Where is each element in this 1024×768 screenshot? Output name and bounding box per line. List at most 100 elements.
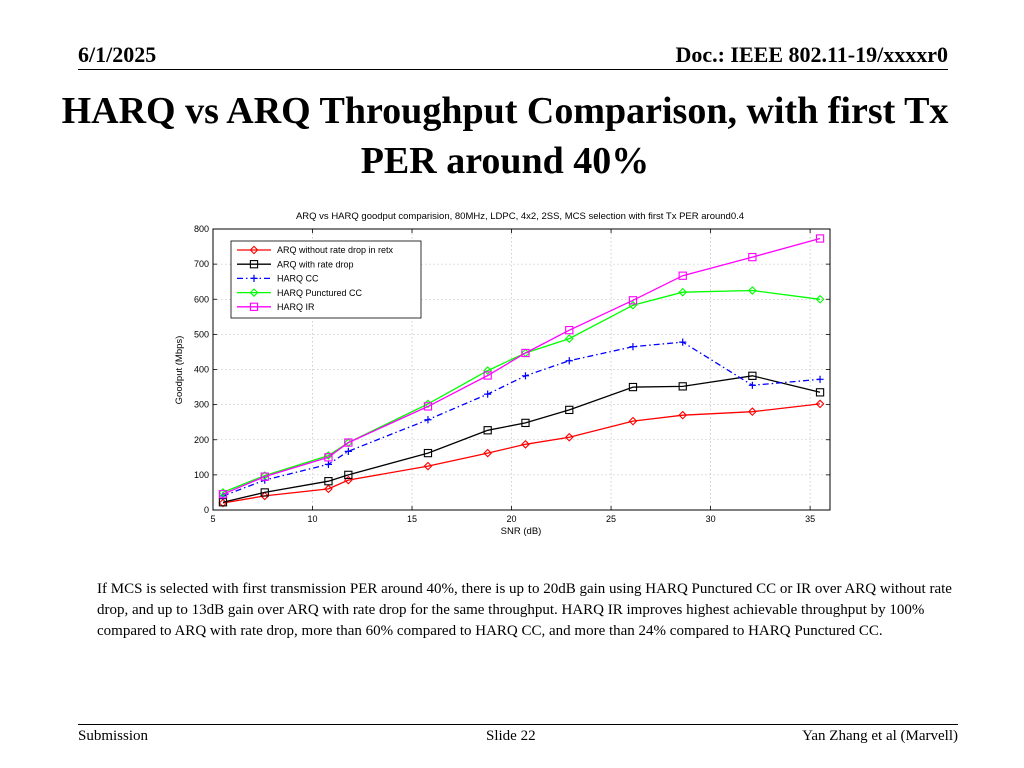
data-point <box>250 274 258 282</box>
data-point <box>344 438 353 447</box>
data-point <box>424 416 432 424</box>
y-tick-label: 400 <box>194 365 209 375</box>
data-point <box>344 470 353 480</box>
x-tick-label: 20 <box>507 514 517 524</box>
data-point <box>747 407 757 417</box>
data-point <box>816 375 824 383</box>
series-1 <box>218 371 825 507</box>
goodput-chart: ARQ vs HARQ goodput comparision, 80MHz, … <box>174 211 831 537</box>
data-point <box>565 405 574 415</box>
data-point <box>678 271 687 280</box>
data-point <box>628 416 638 426</box>
data-point <box>423 402 433 411</box>
data-point <box>564 334 574 343</box>
header-rule <box>78 69 948 70</box>
y-tick-label: 600 <box>194 294 209 304</box>
footer-rule <box>78 724 958 725</box>
legend-label: ARQ with rate drop <box>277 259 354 269</box>
y-tick-label: 300 <box>194 400 209 410</box>
data-point <box>565 326 574 335</box>
slide-title: HARQ vs ARQ Throughput Comparison, with … <box>61 90 949 182</box>
y-tick-label: 700 <box>194 259 209 269</box>
data-point <box>483 366 493 375</box>
footer-slide-number: Slide 22 <box>486 728 536 744</box>
series-layer <box>218 234 825 508</box>
axis-ticks: 5 10 15 20 25 30 35 0 100 200 300 400 500 600 700 800 <box>194 224 830 524</box>
data-point <box>748 371 757 380</box>
data-point <box>423 461 433 471</box>
x-tick-label: 25 <box>606 514 616 524</box>
data-point <box>628 382 638 392</box>
series-line <box>222 289 821 494</box>
y-tick-label: 500 <box>194 329 209 339</box>
series-4 <box>218 234 825 499</box>
data-point <box>565 357 573 365</box>
data-point <box>679 338 687 346</box>
data-point <box>249 260 259 269</box>
y-tick-label: 0 <box>204 505 209 515</box>
series-0 <box>218 399 825 508</box>
legend-label: HARQ IR <box>277 302 315 312</box>
data-point <box>260 488 269 497</box>
slide-body-text: If MCS is selected with first transmissi… <box>97 581 952 639</box>
legend-label: ARQ without rate drop in retx <box>277 245 394 255</box>
data-point <box>521 372 530 380</box>
data-point <box>815 388 825 397</box>
data-point <box>678 382 687 391</box>
data-point <box>629 343 637 351</box>
x-tick-label: 5 <box>210 514 215 524</box>
x-tick-label: 15 <box>407 514 417 524</box>
data-point <box>260 472 269 481</box>
data-point <box>564 432 574 442</box>
chart-legend: ARQ without rate drop in retx ARQ with ra… <box>230 240 422 319</box>
data-point <box>748 252 757 262</box>
data-point <box>484 390 492 398</box>
y-tick-label: 800 <box>194 224 209 234</box>
data-point <box>218 490 228 499</box>
series-line <box>222 375 821 503</box>
data-point <box>678 287 688 297</box>
data-point <box>218 488 228 497</box>
data-point <box>521 348 530 358</box>
data-point <box>748 381 756 389</box>
x-axis-label: SNR (dB) <box>501 526 542 537</box>
series-line <box>222 237 821 495</box>
data-point <box>324 451 333 460</box>
data-point <box>260 471 270 480</box>
data-point <box>324 453 333 462</box>
series-line <box>222 403 821 504</box>
x-tick-label: 30 <box>706 514 716 524</box>
data-point <box>483 448 493 458</box>
data-point <box>260 491 270 501</box>
x-tick-label: 35 <box>805 514 815 524</box>
header-doc-id: Doc.: IEEE 802.11-19/xxxxr0 <box>675 42 948 67</box>
data-point <box>521 439 530 449</box>
data-point <box>483 371 492 380</box>
legend-box <box>230 240 422 319</box>
data-point <box>344 447 352 455</box>
data-point <box>324 484 333 494</box>
data-point <box>815 294 825 304</box>
chart-title: ARQ vs HARQ goodput comparision, 80MHz, … <box>296 211 744 222</box>
data-point <box>324 460 333 468</box>
header-date: 6/1/2025 <box>78 42 157 67</box>
series-line <box>222 341 821 497</box>
y-tick-label: 100 <box>194 470 209 480</box>
data-point <box>249 245 259 255</box>
footer-submission: Submission <box>78 728 149 744</box>
data-point <box>815 399 825 409</box>
data-point <box>628 296 638 305</box>
x-tick-label: 10 <box>308 514 318 524</box>
data-point <box>249 288 259 297</box>
data-point <box>678 410 688 420</box>
legend-label: HARQ Punctured CC <box>277 288 363 298</box>
footer-authors: Yan Zhang et al (Marvell) <box>802 728 958 744</box>
data-point <box>747 286 757 295</box>
data-point <box>483 426 492 435</box>
data-point <box>815 234 825 243</box>
legend-label: HARQ CC <box>277 274 319 284</box>
data-point <box>423 448 433 458</box>
data-point <box>324 477 333 486</box>
y-tick-label: 200 <box>194 435 209 445</box>
y-axis-label: Goodput (Mbps) <box>174 336 185 405</box>
